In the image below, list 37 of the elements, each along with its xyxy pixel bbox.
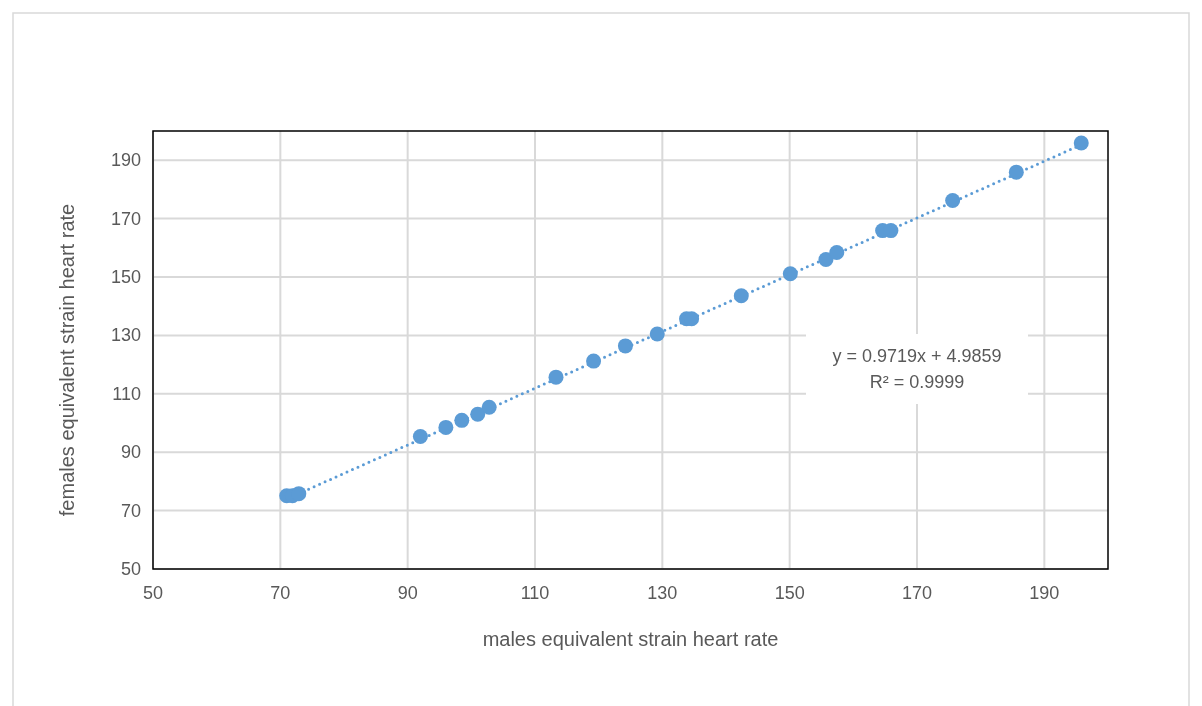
x-tick-label: 90 [397,583,418,603]
y-tick-label: 110 [112,383,141,404]
point [548,369,564,385]
point [782,266,798,282]
y-tick-label: 150 [110,267,141,287]
x-tick-label: 190 [1029,583,1060,603]
annotation: R² = 0.9999 [869,372,965,392]
x-tick-label: 70 [270,583,291,603]
y-tick-label: 170 [110,208,141,229]
point [586,353,602,369]
point [1073,135,1089,151]
x-axis-title: males equivalent strain heart rate [482,628,779,650]
point [829,244,845,260]
point [470,406,486,422]
y-tick-label: 130 [110,325,141,346]
y-tick-label: 190 [110,150,141,171]
point [1008,164,1024,180]
point [412,428,428,444]
x-tick-label: 170 [901,583,933,603]
y-axis-title: females equivalent strain heart rate [56,203,78,517]
x-tick-label: 150 [774,583,805,603]
x-tick-label: 110 [520,583,550,603]
point [454,412,470,428]
point [617,338,633,354]
annotation: y = 0.9719x + 4.9859 [832,346,1002,366]
point [438,419,454,435]
point [945,193,961,208]
point [733,288,749,304]
y-tick-label: 50 [120,559,141,579]
point [291,486,307,502]
x-tick-label: 130 [647,583,678,603]
point [818,251,834,267]
point [649,326,665,342]
x-tick-label: 50 [142,583,164,603]
y-tick-label: 90 [120,442,141,463]
y-tick-label: 70 [120,500,141,521]
point [481,399,497,415]
